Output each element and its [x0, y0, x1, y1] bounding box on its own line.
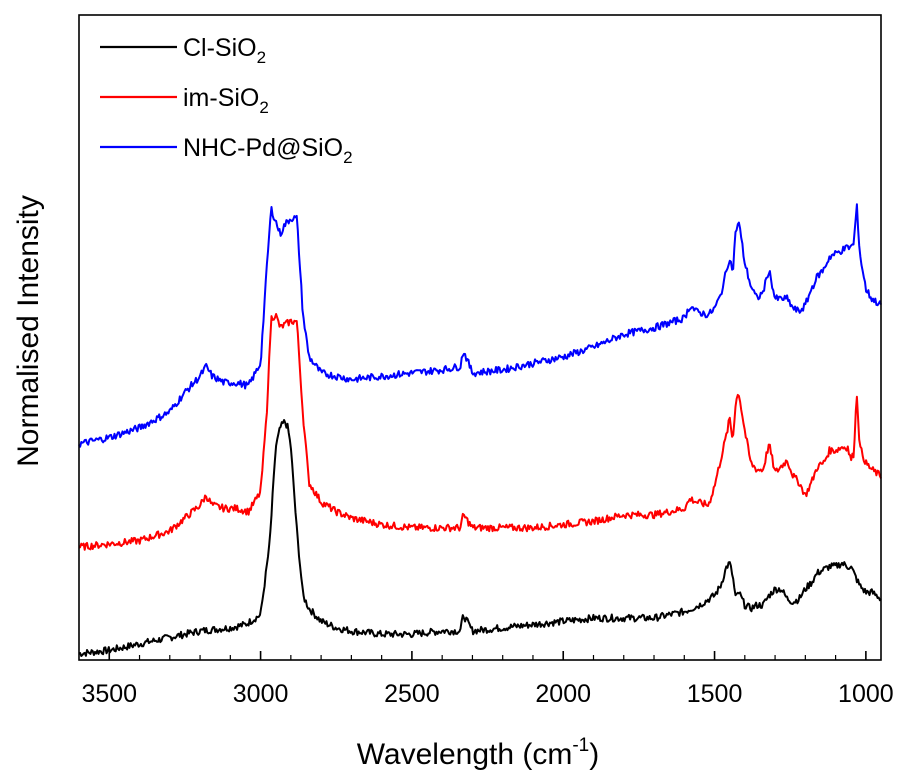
y-axis-label: Normalised Intensity	[12, 195, 45, 467]
x-tick-label: 3000	[233, 680, 289, 708]
series-line-1	[78, 419, 882, 657]
legend-label-2: im-SiO2	[183, 84, 269, 117]
legend-label-3: NHC-Pd@SiO2	[183, 134, 353, 167]
x-axis-label: Wavelength (cm-1)	[357, 735, 600, 771]
series-line-3	[78, 203, 882, 448]
legend-label-1: Cl-SiO2	[183, 34, 266, 67]
x-axis-label-sup: -1	[572, 735, 589, 756]
x-tick-label: 2500	[384, 680, 440, 708]
x-tick-label: 1000	[838, 680, 894, 708]
plot-frame	[78, 14, 882, 661]
x-tick-label: 1500	[687, 680, 743, 708]
x-axis-label-text: Wavelength (cm	[357, 738, 573, 771]
legend: Cl-SiO2 im-SiO2 NHC-Pd@SiO2	[100, 34, 353, 167]
series-line-2	[78, 313, 882, 551]
x-tick-label: 2000	[535, 680, 591, 708]
x-tick-label: 3500	[81, 680, 137, 708]
x-axis: 3500 3000 2500 2000 1500 1000	[81, 651, 894, 708]
x-axis-label-close: )	[589, 738, 599, 771]
series-layer	[78, 203, 882, 657]
